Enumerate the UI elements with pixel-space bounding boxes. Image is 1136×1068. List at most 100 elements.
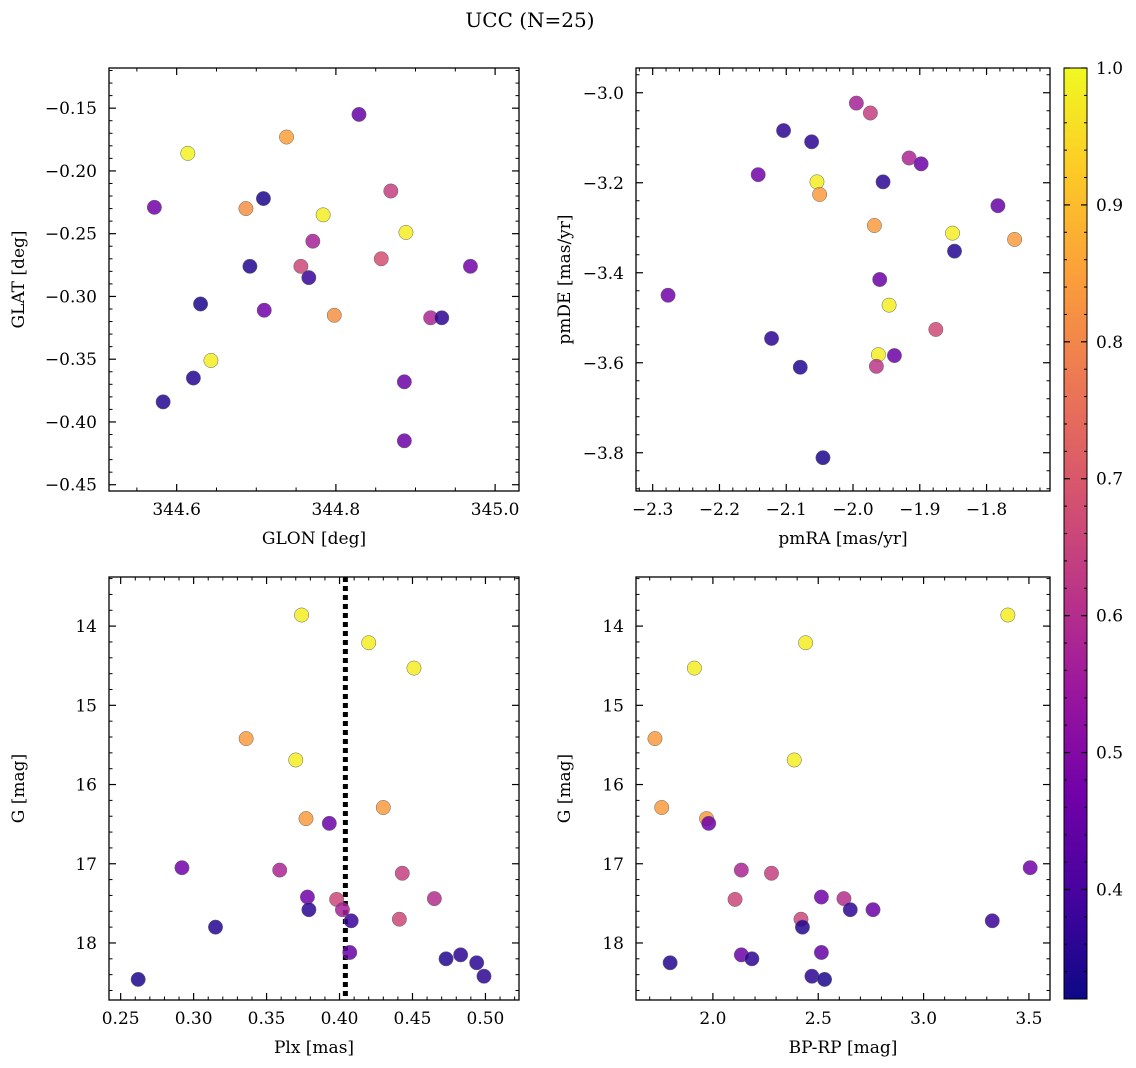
x-tick-label: 0.30 bbox=[175, 1009, 213, 1029]
x-tick-label: 0.45 bbox=[394, 1009, 432, 1029]
y-tick-label: 17 bbox=[75, 855, 97, 875]
scatter-point bbox=[798, 635, 814, 651]
scatter-point bbox=[764, 865, 779, 881]
plot-area bbox=[660, 95, 1023, 466]
scatter-point bbox=[242, 258, 258, 274]
scatter-point bbox=[305, 233, 321, 249]
scatter-point bbox=[299, 889, 315, 905]
scatter-point bbox=[335, 902, 350, 918]
colorbar: 0.4 0.5 0.6 0.7 0.8 0.9 1.0 bbox=[1063, 59, 1123, 1000]
figure-title: UCC (N=25) bbox=[465, 8, 594, 32]
y-tick-label: −3.4 bbox=[583, 264, 624, 284]
scatter-point bbox=[804, 968, 820, 984]
scatter-point bbox=[809, 174, 825, 190]
y-tick-label: −0.45 bbox=[45, 476, 97, 496]
scatter-point bbox=[476, 968, 492, 984]
scatter-point bbox=[288, 752, 304, 768]
y-tick-label: −3.2 bbox=[583, 174, 624, 194]
scatter-point bbox=[391, 911, 407, 927]
scatter-point bbox=[238, 731, 254, 747]
y-tick-label: −3.0 bbox=[583, 84, 624, 104]
axes-frame bbox=[635, 67, 1051, 492]
scatter-point bbox=[398, 224, 414, 240]
y-axis-label: G [mag] bbox=[9, 754, 29, 823]
scatter-point bbox=[298, 811, 314, 827]
plot-area bbox=[146, 106, 478, 449]
scatter-point bbox=[842, 902, 858, 918]
scatter-point bbox=[794, 919, 810, 935]
scatter-point bbox=[786, 752, 802, 768]
x-tick-label: −2.3 bbox=[632, 500, 673, 520]
scatter-point bbox=[812, 187, 828, 202]
y-tick-label: −0.35 bbox=[45, 350, 97, 370]
scatter-point bbox=[351, 106, 367, 122]
scatter-point bbox=[256, 302, 272, 318]
scatter-point bbox=[701, 815, 717, 831]
scatter-point bbox=[660, 287, 676, 303]
scatter-point bbox=[901, 150, 917, 166]
scatter-point bbox=[155, 394, 171, 410]
panel-glon-glat: 344.6 344.8 345.0 −0.15 −0.20 −0.25 −0.30 −0.35… bbox=[9, 67, 520, 549]
x-tick-label: −1.8 bbox=[966, 500, 1007, 520]
scatter-point bbox=[373, 251, 389, 267]
x-tick-label: 344.6 bbox=[152, 500, 201, 520]
y-tick-label: 18 bbox=[75, 934, 97, 954]
scatter-point bbox=[394, 865, 410, 881]
y-tick-label: −0.15 bbox=[45, 99, 97, 119]
scatter-point bbox=[984, 913, 1000, 929]
y-tick-label: −0.30 bbox=[45, 287, 97, 307]
scatter-point bbox=[203, 353, 219, 368]
scatter-point bbox=[886, 348, 902, 363]
scatter-point bbox=[185, 370, 201, 386]
scatter-point bbox=[1022, 860, 1038, 876]
scatter-point bbox=[990, 198, 1006, 214]
scatter-point bbox=[1000, 607, 1016, 623]
x-axis-label: GLON [deg] bbox=[262, 529, 366, 549]
plot-area bbox=[130, 577, 492, 1000]
scatter-point bbox=[875, 174, 891, 190]
x-tick-label: 3.5 bbox=[1015, 1009, 1042, 1029]
scatter-point bbox=[375, 800, 391, 815]
x-tick-label: 2.0 bbox=[699, 1009, 726, 1029]
y-tick-label: −0.40 bbox=[45, 413, 97, 433]
y-tick-label: −0.25 bbox=[45, 225, 97, 245]
x-tick-label: −2.1 bbox=[766, 500, 807, 520]
scatter-point bbox=[928, 322, 944, 337]
scatter-point bbox=[321, 815, 337, 831]
scatter-point bbox=[438, 951, 454, 967]
y-tick-label: 16 bbox=[75, 776, 97, 796]
colorbar-tick-label: 1.0 bbox=[1096, 59, 1123, 79]
scatter-point bbox=[654, 800, 670, 815]
scatter-point bbox=[301, 902, 317, 918]
x-tick-label: 345.0 bbox=[471, 500, 520, 520]
panel-plx-g: 0.25 0.30 0.35 0.40 0.45 0.50 14 15 16 17 18 Plx [m… bbox=[9, 576, 520, 1058]
scatter-point bbox=[947, 243, 962, 259]
scatter-point bbox=[792, 359, 808, 375]
scatter-point bbox=[662, 955, 678, 971]
colorbar-tick-label: 0.8 bbox=[1096, 333, 1123, 353]
axes-frame bbox=[108, 576, 520, 1001]
colorbar-tick-label: 0.9 bbox=[1096, 196, 1123, 216]
scatter-point bbox=[733, 862, 749, 878]
scatter-point bbox=[813, 945, 829, 960]
scatter-point bbox=[130, 971, 146, 987]
scatter-point bbox=[848, 95, 864, 111]
y-tick-label: 14 bbox=[75, 617, 97, 637]
axes-frame bbox=[108, 67, 520, 492]
scatter-point bbox=[406, 660, 422, 676]
y-axis-label: G [mag] bbox=[555, 754, 575, 823]
x-tick-label: 0.35 bbox=[248, 1009, 286, 1029]
scatter-point bbox=[750, 167, 766, 183]
y-tick-label: −0.20 bbox=[45, 162, 97, 182]
axes-frame bbox=[635, 576, 1051, 1001]
scatter-point bbox=[174, 860, 190, 876]
scatter-point bbox=[865, 902, 881, 918]
scatter-point bbox=[383, 183, 399, 199]
scatter-point bbox=[881, 297, 897, 313]
scatter-point bbox=[872, 272, 888, 287]
y-tick-label: 15 bbox=[602, 696, 624, 716]
x-tick-label: −2.0 bbox=[832, 500, 873, 520]
scatter-point bbox=[255, 191, 271, 206]
y-tick-label: −3.8 bbox=[583, 444, 624, 464]
y-tick-label: −3.6 bbox=[583, 354, 624, 374]
